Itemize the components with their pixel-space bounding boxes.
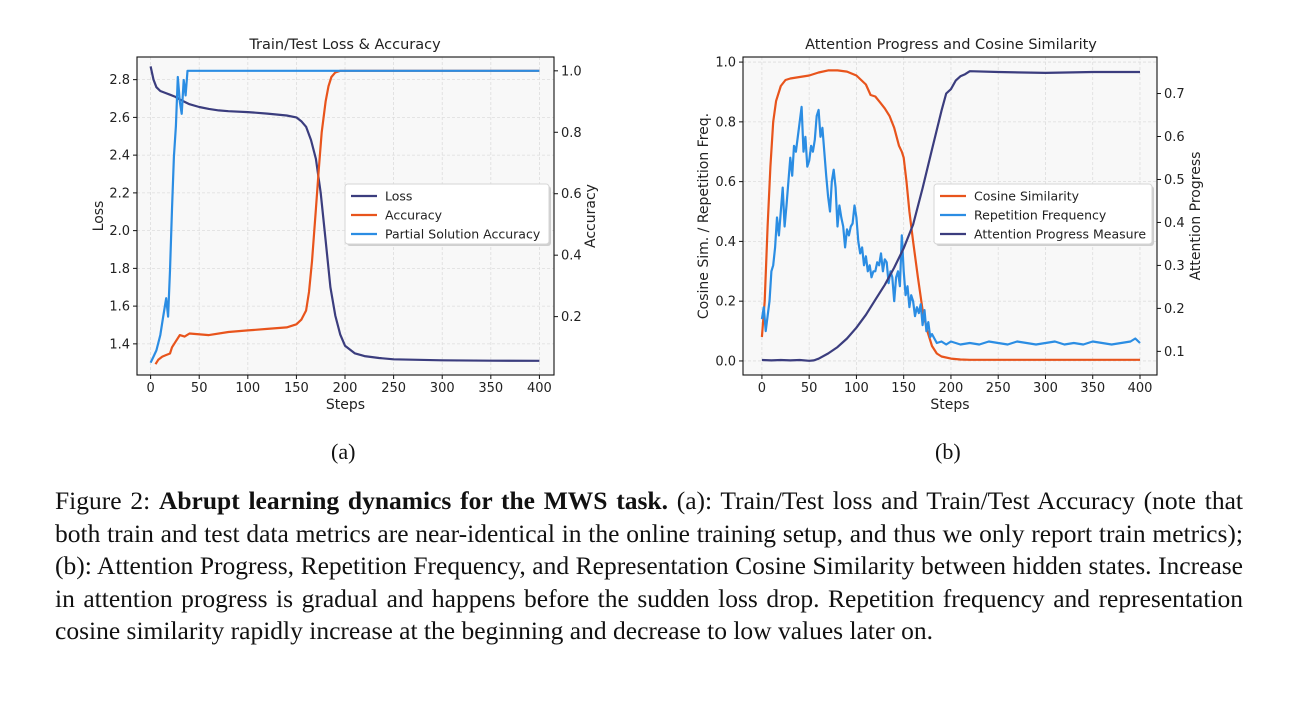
- series-line-cosine-similarity: [760, 69, 1140, 361]
- legend: Loss Accuracy Partial Solution Accuracy: [344, 183, 551, 246]
- y-tick-label: 2.0: [109, 224, 130, 239]
- y-tick-label: 0.4: [715, 235, 736, 250]
- y2-tick-label: 1.0: [561, 64, 582, 79]
- series-line-repetition-frequency: [760, 105, 1141, 346]
- y-tick-label: 0.6: [715, 175, 736, 190]
- x-tick-label: 0: [146, 381, 154, 396]
- y2-tick-label: 0.6: [561, 187, 582, 202]
- x-tick-label: 200: [333, 381, 358, 396]
- x-axis-label: Steps: [326, 397, 365, 413]
- y2-axis-label: Accuracy: [583, 184, 599, 248]
- legend-entry-label: Accuracy: [385, 208, 443, 223]
- y-axis-label: Loss: [91, 201, 107, 232]
- subfigure-label-b: (b): [935, 439, 961, 464]
- y2-tick-label: 0.2: [1164, 302, 1185, 317]
- x-tick-label: 200: [939, 381, 964, 396]
- y2-tick-label: 0.4: [561, 249, 582, 264]
- y-tick-label: 2.2: [109, 186, 130, 201]
- chart-a-loss-accuracy: 0 50 100 150 200 250 300 350 400 1.4 1.6 1.8 2.0 2.2 2…: [91, 37, 599, 413]
- plot-frame: [742, 56, 1158, 376]
- legend-box: [344, 183, 550, 245]
- series-line-loss: [149, 66, 540, 362]
- y-tick-label: 0.2: [715, 295, 736, 310]
- y-tick-label: 1.0: [715, 56, 736, 71]
- x-tick-label: 300: [1033, 381, 1058, 396]
- figure-panels: 0 50 100 150 200 250 300 350 400 1.4 1.6 1.8 2.0 2.2 2…: [91, 37, 1204, 413]
- y-tick-label: 0.0: [715, 354, 736, 369]
- x-tick-label: 400: [1128, 381, 1153, 396]
- chart-title: Train/Test Loss & Accuracy: [248, 37, 441, 53]
- y2-tick-label: 0.8: [561, 126, 582, 141]
- x-tick-label: 350: [478, 381, 503, 396]
- x-tick-label: 0: [758, 381, 766, 396]
- chart-b-attention-cosine: 0 50 100 150 200 250 300 350 400 0.0 0.2 0.4 0.6 0.8 1…: [696, 37, 1204, 413]
- y-tick-label: 1.4: [109, 337, 130, 352]
- x-tick-label: 50: [801, 381, 818, 396]
- y2-tick-label: 0.2: [561, 310, 582, 325]
- y2-tick-label: 0.1: [1164, 345, 1185, 360]
- x-axis-label: Steps: [930, 397, 969, 413]
- y-tick-label: 2.6: [109, 111, 130, 126]
- y2-tick-label: 0.3: [1164, 259, 1185, 274]
- legend-entry-label: Repetition Frequency: [974, 208, 1107, 223]
- y-tick-label: 2.4: [109, 149, 130, 164]
- series-line-partial-solution-accuracy: [149, 69, 540, 364]
- y-tick-label: 1.8: [109, 262, 130, 277]
- caption-body: (a): Train/Test loss and Train/Test Accu…: [55, 486, 1243, 645]
- x-tick-label: 250: [986, 381, 1011, 396]
- y-tick-label: 0.8: [715, 115, 736, 130]
- x-tick-label: 400: [527, 381, 552, 396]
- figure-caption: Figure 2: Abrupt learning dynamics for t…: [55, 485, 1243, 648]
- caption-bold-title: Abrupt learning dynamics for the MWS tas…: [158, 486, 668, 515]
- y2-tick-label: 0.6: [1164, 130, 1185, 145]
- legend-entry-label: Partial Solution Accuracy: [385, 227, 541, 242]
- y2-axis-label: Attention Progress: [1188, 152, 1204, 281]
- x-tick-label: 100: [844, 381, 869, 396]
- x-tick-label: 50: [191, 381, 208, 396]
- x-tick-label: 350: [1080, 381, 1105, 396]
- chart-title: Attention Progress and Cosine Similarity: [805, 37, 1097, 53]
- y-axis-label: Cosine Sim. / Repetition Freq.: [696, 113, 712, 319]
- legend-entry-label: Cosine Similarity: [974, 189, 1080, 204]
- legend-entry-label: Loss: [385, 189, 412, 204]
- x-tick-label: 100: [235, 381, 260, 396]
- caption-prefix: Figure 2:: [55, 486, 159, 515]
- x-tick-label: 150: [284, 381, 309, 396]
- y-tick-label: 1.6: [109, 300, 130, 315]
- y2-tick-label: 0.4: [1164, 216, 1185, 231]
- series-line-accuracy: [154, 69, 540, 365]
- x-tick-label: 300: [430, 381, 455, 396]
- legend-entry-label: Attention Progress Measure: [974, 227, 1146, 242]
- x-tick-label: 150: [891, 381, 916, 396]
- y-tick-label: 2.8: [109, 73, 130, 88]
- x-tick-label: 250: [381, 381, 406, 396]
- subfigure-label-a: (a): [331, 439, 356, 464]
- series-line-attention-progress-measure: [761, 70, 1140, 362]
- legend-box: [933, 183, 1153, 245]
- legend: Cosine Similarity Repetition Frequency Att…: [933, 183, 1154, 246]
- y2-tick-label: 0.7: [1164, 87, 1185, 102]
- y2-tick-label: 0.5: [1164, 173, 1185, 188]
